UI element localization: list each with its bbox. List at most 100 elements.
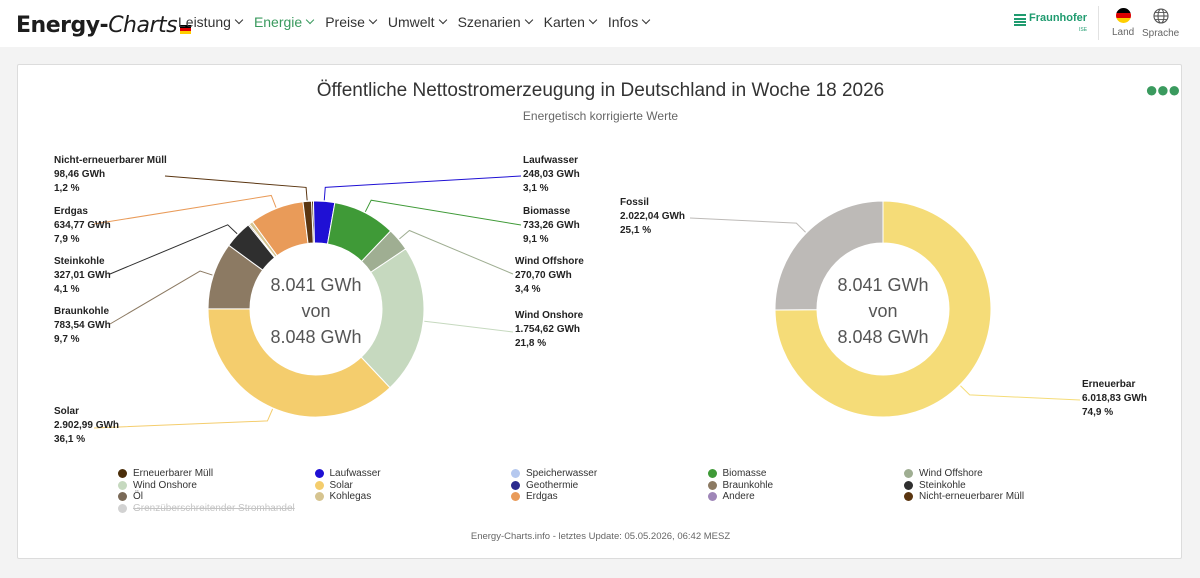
- legend-label: Erdgas: [526, 491, 558, 503]
- legend-label: Laufwasser: [329, 468, 381, 480]
- fraunhofer-institute: ISE: [1079, 27, 1088, 33]
- slice-label-percent: 3,1 %: [523, 183, 549, 194]
- nav-label: Leistung: [178, 14, 231, 30]
- top-navigation-bar: Energy- Charts Leistung Energie Preise Umwe…: [0, 0, 1200, 47]
- legend-item[interactable]: Nicht-erneuerbarer Müll: [904, 491, 1101, 503]
- legend-item[interactable]: Wind Onshore: [118, 480, 315, 492]
- pie-slice-erneuerbar[interactable]: [774, 200, 992, 418]
- slice-label-percent: 74,9 %: [1082, 407, 1113, 418]
- nav-leistung[interactable]: Leistung: [178, 14, 244, 30]
- nav-szenarien[interactable]: Szenarien: [457, 14, 533, 30]
- legend-label: Kohlegas: [329, 491, 372, 503]
- nav-infos[interactable]: Infos: [607, 14, 651, 30]
- legend-marker: [904, 480, 913, 490]
- label-connector: [93, 408, 274, 429]
- nav-umwelt[interactable]: Umwelt: [387, 14, 447, 30]
- legend-item[interactable]: Erdgas: [511, 491, 708, 503]
- slice-label-name: Wind Offshore: [515, 256, 584, 267]
- language-selector-button[interactable]: Sprache: [1142, 8, 1179, 39]
- slice-label-percent: 9,1 %: [523, 234, 549, 245]
- toolbar-divider: [1098, 6, 1099, 40]
- legend-item[interactable]: Braunkohle: [707, 479, 905, 492]
- legend-item[interactable]: Grenzüberschreitender Stromhandel: [118, 503, 315, 515]
- chart-menu-icon[interactable]: ●●●: [1145, 77, 1181, 102]
- slice-label-value: 634,77 GWh: [54, 220, 111, 231]
- slice-label-value: 6.018,83 GWh: [1082, 393, 1147, 404]
- slice-label-value: 733,26 GWh: [523, 220, 580, 231]
- nav-preise[interactable]: Preise: [325, 14, 378, 30]
- label-connector: [399, 229, 514, 275]
- legend-label: Wind Onshore: [133, 479, 197, 491]
- fraunhofer-logo[interactable]: Fraunhofer ISE: [1014, 12, 1087, 36]
- nav-label: Infos: [607, 14, 639, 30]
- nav-label: Szenarien: [457, 14, 521, 30]
- slice-label-name: Nicht-erneuerbarer Müll: [54, 155, 167, 166]
- legend-marker: [511, 492, 520, 502]
- legend-label: Andere: [722, 491, 755, 503]
- legend-item[interactable]: Solar: [314, 480, 512, 492]
- legend-label: Braunkohle: [722, 479, 774, 491]
- donut-center-text: 8.041 GWh: [270, 275, 361, 295]
- legend-label: Öl: [133, 491, 143, 503]
- logo-text-part2: Charts: [108, 13, 178, 38]
- slice-label-name: Fossil: [620, 197, 649, 208]
- legend-item[interactable]: Öl: [118, 491, 315, 503]
- slice-label-value: 783,54 GWh: [54, 320, 111, 331]
- label-connector: [109, 224, 238, 275]
- nav-label: Umwelt: [387, 14, 435, 30]
- legend-item[interactable]: Laufwasser: [314, 468, 512, 480]
- legend-item[interactable]: Andere: [707, 491, 905, 503]
- slice-label-name: Erneuerbar: [1082, 379, 1135, 390]
- legend-item[interactable]: Speicherwasser: [511, 468, 708, 480]
- slice-label-name: Steinkohle: [54, 256, 105, 267]
- chevron-down-icon: [641, 15, 651, 25]
- label-connector: [960, 385, 1081, 401]
- legend-item[interactable]: Biomasse: [707, 468, 905, 480]
- nav-label: Energie: [253, 14, 303, 30]
- label-connector: [164, 175, 308, 201]
- legend-item[interactable]: Kohlegas: [314, 491, 512, 503]
- german-flag-icon: [180, 25, 192, 34]
- legend-item[interactable]: Geothermie: [511, 480, 708, 492]
- legend-label: Nicht-erneuerbarer Müll: [919, 491, 1025, 503]
- slice-label-value: 1.754,62 GWh: [515, 324, 580, 335]
- slice-label-value: 248,03 GWh: [523, 169, 580, 180]
- slice-label-percent: 7,9 %: [54, 234, 80, 245]
- nav-label: Karten: [543, 14, 585, 30]
- chevron-down-icon: [234, 15, 244, 25]
- legend-marker: [707, 492, 717, 502]
- legend-item[interactable]: Erneuerbarer Müll: [118, 468, 315, 480]
- label-connector: [364, 199, 522, 226]
- legend-item[interactable]: Wind Offshore: [904, 468, 1101, 480]
- chart-footer: Energy-Charts.info - letztes Update: 05.…: [470, 531, 731, 542]
- country-selector-button[interactable]: Land: [1112, 8, 1134, 38]
- chevron-down-icon: [305, 15, 315, 25]
- chart-card: Öffentliche Nettostromerzeugung in Deuts…: [17, 64, 1182, 559]
- slice-label-percent: 9,7 %: [54, 334, 80, 345]
- slice-label-value: 98,46 GWh: [54, 169, 105, 180]
- fraunhofer-mark-icon: [1014, 14, 1026, 26]
- legend-label: Grenzüberschreitender Stromhandel: [133, 502, 295, 514]
- pie-slice-solar[interactable]: [207, 308, 391, 418]
- donut-charts: Laufwasser 248,03 GWh 3,1 % Biomasse 733,26 …: [54, 155, 1147, 445]
- nav-energie[interactable]: Energie: [253, 14, 315, 30]
- slice-label-name: Solar: [54, 406, 79, 417]
- donut-center-text: 8.041 GWh: [837, 275, 928, 295]
- label-connector: [424, 320, 514, 333]
- legend-marker: [707, 469, 717, 479]
- nav-karten[interactable]: Karten: [543, 14, 598, 30]
- legend-marker: [904, 469, 913, 479]
- slice-label-value: 2.902,99 GWh: [54, 420, 119, 431]
- chevron-down-icon: [524, 15, 533, 25]
- label-connector: [689, 217, 806, 233]
- slice-label-percent: 1,2 %: [54, 183, 80, 194]
- pie-slice-fossil[interactable]: [774, 200, 884, 311]
- pie-slice-nicht-erneuerbarer-muell[interactable]: [302, 200, 314, 245]
- chart-title: Öffentliche Nettostromerzeugung in Deuts…: [316, 80, 885, 101]
- energy-charts-logo[interactable]: Energy- Charts: [16, 8, 192, 38]
- legend-item[interactable]: Steinkohle: [904, 480, 1101, 492]
- label-connector: [323, 175, 522, 201]
- nav-label: Preise: [325, 14, 365, 30]
- label-connector: [93, 194, 277, 225]
- slice-label-percent: 4,1 %: [54, 284, 80, 295]
